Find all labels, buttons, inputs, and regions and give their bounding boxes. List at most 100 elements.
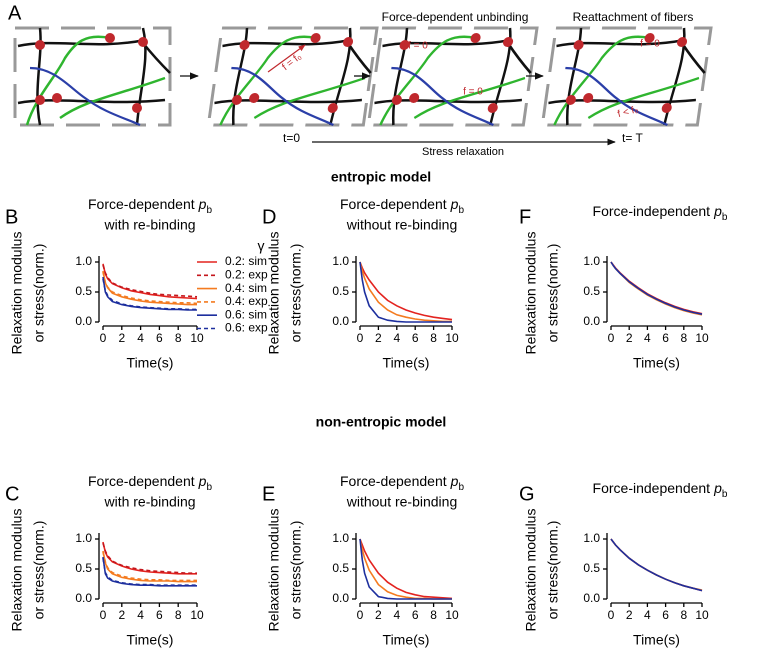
title-text: Force-dependent	[340, 473, 447, 489]
section-heading: non-entropic model	[316, 414, 447, 430]
x-axis-label: Time(s)	[633, 632, 680, 648]
title-text: Force-independent	[593, 480, 711, 496]
x-axis-label: Time(s)	[127, 355, 174, 371]
series-line	[610, 538, 703, 592]
legend-label: 0.4: sim	[225, 281, 267, 295]
y-axis-label: Relaxation modulus	[523, 509, 539, 632]
x-tick-label: 10	[190, 331, 204, 345]
chart-title: Force-dependent pb	[88, 196, 212, 216]
series-line	[102, 558, 197, 586]
x-tick-label: 8	[175, 608, 182, 622]
chart-title: Force-independent pb	[593, 480, 728, 500]
x-tick-label: 6	[412, 331, 419, 345]
x-tick-label: 8	[430, 331, 437, 345]
x-tick-label: 4	[393, 331, 400, 345]
force-arrow	[267, 44, 306, 73]
title-symbol: p	[450, 473, 459, 489]
y-axis-label: or stress(norm.)	[545, 521, 561, 620]
x-axis-label: Time(s)	[127, 632, 174, 648]
time-label: t=0	[283, 131, 300, 145]
title-text: Force-dependent	[340, 196, 447, 212]
y-tick-label: 1.0	[75, 531, 92, 545]
chart-title: Force-dependent pb	[88, 473, 212, 493]
x-tick-label: 6	[156, 331, 163, 345]
y-tick-label: 0.5	[583, 561, 600, 575]
series-line	[359, 261, 452, 323]
y-tick-label: 0.0	[332, 314, 349, 328]
y-tick-label: 0.5	[332, 284, 349, 298]
y-axis-label: or stress(norm.)	[545, 244, 561, 343]
x-axis-label: Time(s)	[633, 355, 680, 371]
step-label: Force-dependent unbinding	[382, 10, 529, 24]
x-tick-label: 6	[662, 608, 669, 622]
x-tick-label: 8	[680, 331, 687, 345]
legend-label: 0.6: exp	[225, 321, 268, 335]
series-line	[102, 542, 197, 574]
legend-label: 0.4: exp	[225, 294, 268, 308]
x-tick-label: 0	[100, 608, 107, 622]
y-axis-label: Relaxation modulus	[266, 232, 282, 355]
y-tick-label: 0.5	[75, 561, 92, 575]
x-tick-label: 2	[626, 608, 633, 622]
x-tick-label: 10	[695, 331, 709, 345]
title-symbol: p	[198, 196, 207, 212]
legend-label: 0.2: sim	[225, 254, 267, 268]
x-tick-label: 8	[680, 608, 687, 622]
y-axis-label: Relaxation modulus	[266, 509, 282, 632]
title-subscript: b	[206, 482, 212, 493]
y-tick-label: 1.0	[332, 254, 349, 268]
series-line	[102, 552, 197, 582]
chart-subtitle: with re-binding	[103, 494, 195, 510]
title-symbol: p	[713, 203, 722, 219]
x-tick-label: 0	[608, 608, 615, 622]
series-line	[359, 261, 452, 323]
legend-title: γ	[258, 238, 265, 254]
title-symbol: p	[713, 480, 722, 496]
x-tick-label: 8	[175, 331, 182, 345]
x-tick-label: 0	[357, 331, 364, 345]
panel-label: E	[262, 483, 275, 505]
x-tick-label: 4	[137, 331, 144, 345]
force-label: f < f₀	[616, 104, 639, 120]
y-axis-label: or stress(norm.)	[288, 521, 304, 620]
x-tick-label: 10	[695, 608, 709, 622]
y-tick-label: 1.0	[332, 531, 349, 545]
chart-subtitle: without re-binding	[346, 494, 458, 510]
panel-label: C	[5, 483, 19, 505]
force-label: f = 0	[408, 41, 428, 52]
title-subscript: b	[458, 482, 464, 493]
force-label: f = 0	[463, 87, 483, 98]
chart-title: Force-independent pb	[593, 203, 728, 223]
series-line	[610, 538, 703, 591]
chart-subtitle: with re-binding	[103, 217, 195, 233]
title-symbol: p	[450, 196, 459, 212]
panel-label: F	[519, 206, 531, 228]
panel-label: A	[8, 2, 22, 24]
title-subscript: b	[206, 205, 212, 216]
y-axis-label: or stress(norm.)	[288, 244, 304, 343]
series-line	[102, 541, 197, 575]
series-line	[610, 261, 703, 315]
x-tick-label: 0	[100, 331, 107, 345]
x-tick-label: 6	[412, 608, 419, 622]
panel-label: D	[262, 206, 276, 228]
y-tick-label: 0.0	[583, 314, 600, 328]
y-tick-label: 1.0	[583, 531, 600, 545]
series-line	[102, 270, 197, 306]
series-line	[102, 272, 198, 305]
title-text: Force-independent	[593, 203, 711, 219]
x-tick-label: 2	[118, 608, 125, 622]
y-tick-label: 0.5	[332, 561, 349, 575]
chart-title: Force-dependent pb	[340, 196, 464, 216]
diagram: A Force-dependent unbinding Reattachment…	[8, 2, 713, 158]
network	[366, 26, 539, 127]
x-tick-label: 2	[626, 331, 633, 345]
x-tick-label: 8	[430, 608, 437, 622]
x-tick-label: 10	[445, 331, 459, 345]
x-tick-label: 2	[375, 608, 382, 622]
y-tick-label: 0.0	[583, 591, 600, 605]
step-label: Reattachment of fibers	[573, 10, 694, 24]
